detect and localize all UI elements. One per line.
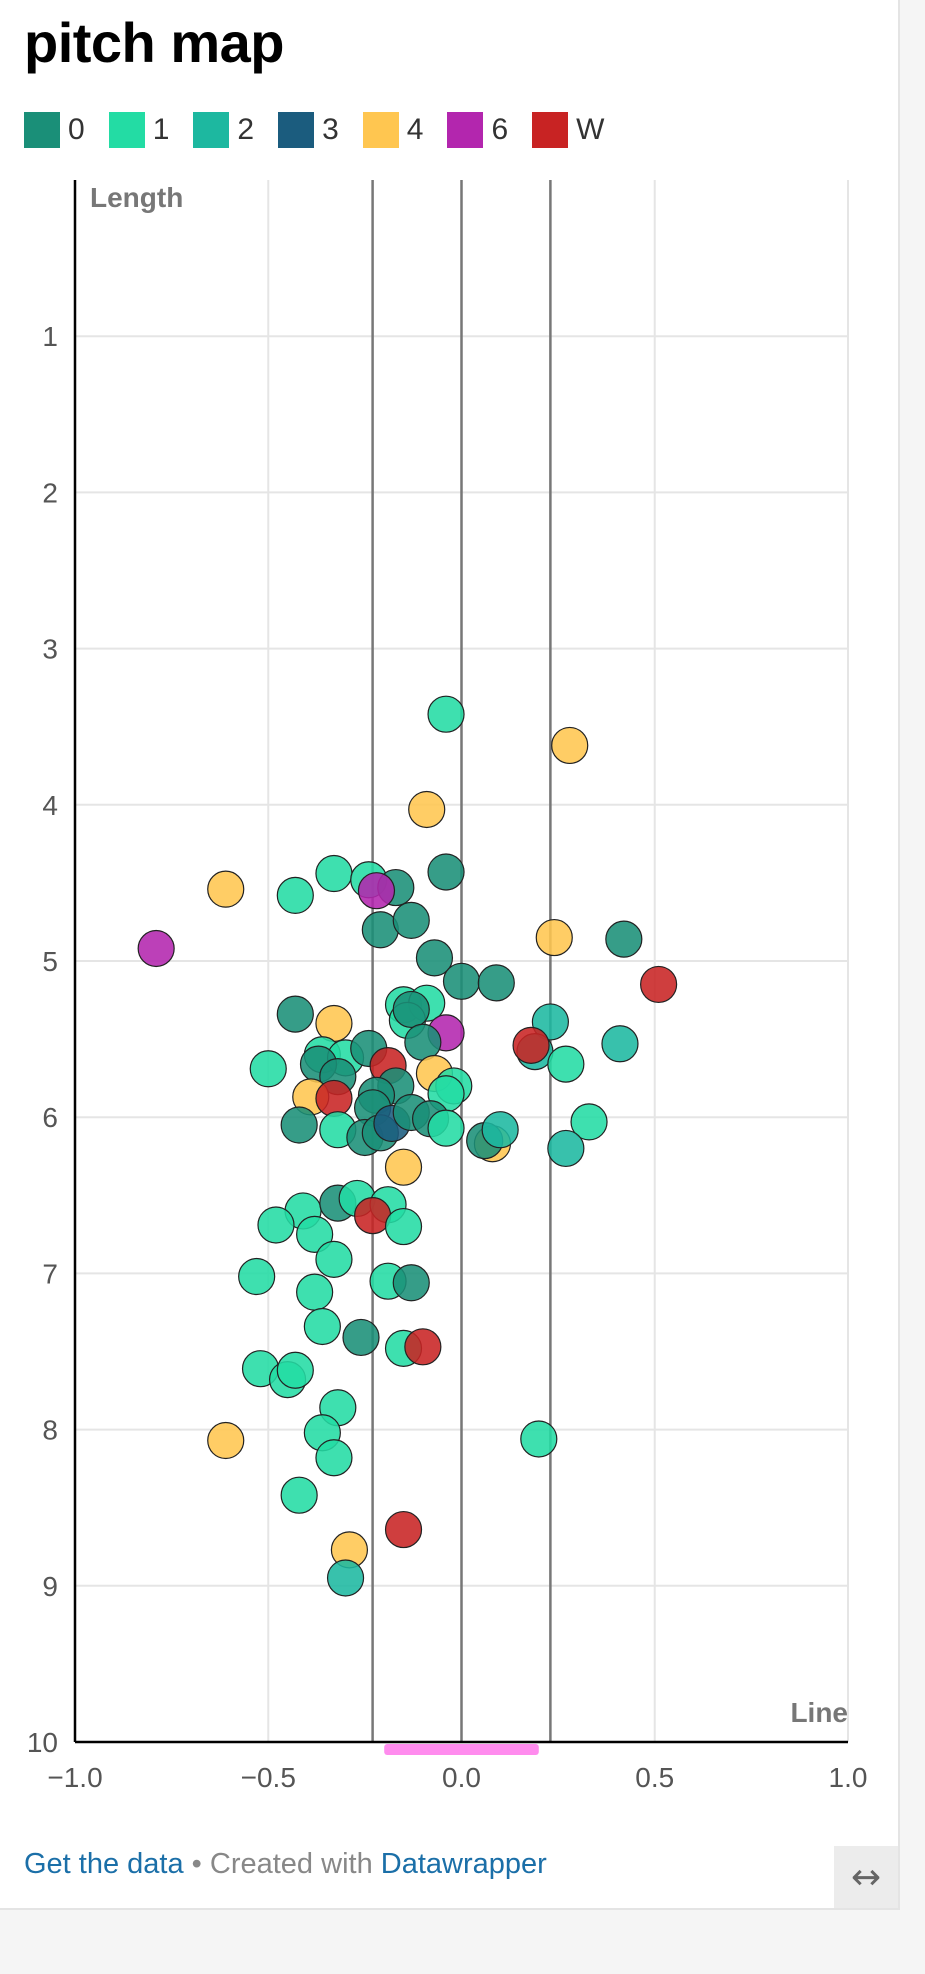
data-point-1: [427, 695, 465, 733]
data-point-1: [315, 1439, 353, 1477]
data-point-6: [357, 872, 396, 910]
legend-item-4: 4: [362, 112, 424, 148]
data-point-0: [392, 901, 430, 939]
y-tick-label: 3: [42, 634, 58, 665]
legend-item-3: 3: [278, 112, 339, 148]
chart-title: pitch map: [24, 11, 284, 74]
data-point-1: [384, 1207, 423, 1246]
data-point-2: [481, 1111, 519, 1149]
datawrapper-link[interactable]: Datawrapper: [380, 1848, 547, 1880]
data-point-W: [315, 1079, 353, 1118]
legend-label: 2: [237, 113, 255, 146]
data-point-W: [384, 1510, 423, 1549]
data-point-0: [392, 1264, 430, 1302]
data-point-W: [640, 965, 678, 1004]
data-point-W: [404, 1328, 442, 1366]
data-point-0: [427, 853, 465, 891]
data-point-1: [315, 1240, 353, 1278]
data-point-4: [408, 790, 446, 829]
data-point-2: [326, 1559, 365, 1597]
legend-swatch: [24, 112, 60, 148]
legend-item-2: 2: [193, 112, 254, 148]
legend-item-1: 1: [108, 112, 170, 148]
legend: 0 1 2 3 4 6 W: [24, 112, 628, 148]
data-point-1: [238, 1257, 276, 1296]
chart-card: pitch map 0 1 2 3 4 6 W 1 2 3 4 5 6 7 8 9 10 −1.0 −0.5 0.0…: [0, 0, 900, 1910]
data-point-4: [551, 726, 589, 765]
data-point-4: [535, 918, 573, 957]
legend-item-W: W: [532, 112, 604, 148]
y-tick-label: 5: [42, 946, 58, 977]
data-point-4: [315, 1004, 353, 1043]
legend-swatch: [278, 112, 315, 148]
legend-swatch: [108, 112, 145, 148]
data-point-1: [315, 854, 353, 893]
data-point-0: [392, 990, 430, 1029]
y-tick-label: 7: [42, 1258, 58, 1289]
legend-swatch: [447, 112, 484, 148]
data-point-0: [605, 920, 643, 958]
legend-swatch: [532, 112, 569, 148]
data-point-0: [280, 1106, 318, 1144]
x-axis-title: Line: [790, 1697, 848, 1728]
data-point-1: [257, 1206, 295, 1244]
legend-label: 3: [322, 113, 339, 146]
legend-item-0: 0: [24, 112, 85, 148]
legend-label: W: [576, 113, 605, 146]
data-point-0: [361, 911, 399, 949]
get-data-link[interactable]: Get the data: [24, 1848, 184, 1880]
legend-label: 1: [152, 113, 170, 146]
data-point-W: [512, 1026, 550, 1064]
y-tick-label: 9: [42, 1571, 58, 1602]
y-tick-label: 6: [42, 1102, 58, 1133]
data-point-1: [276, 1351, 314, 1389]
legend-swatch: [193, 112, 230, 148]
data-point-2: [547, 1129, 585, 1168]
data-point-1: [296, 1273, 334, 1311]
x-tick-label: −0.5: [241, 1762, 296, 1793]
y-axis-title: Length: [90, 182, 183, 213]
data-point-1: [520, 1420, 558, 1458]
data-point-1: [570, 1103, 608, 1141]
footer: Get the data • Created with Datawrapper: [24, 1848, 547, 1881]
data-point-4: [207, 1421, 245, 1460]
y-tick-label: 1: [42, 321, 58, 352]
data-point-4: [207, 870, 245, 908]
data-point-1: [296, 1215, 334, 1253]
data-point-6: [137, 929, 175, 968]
points-layer: [137, 695, 678, 1597]
data-point-4: [384, 1148, 423, 1186]
y-tick-label: 10: [27, 1727, 58, 1758]
data-point-1: [249, 1050, 287, 1088]
y-tick-label: 2: [42, 477, 58, 508]
legend-item-6: 6: [447, 112, 508, 148]
data-point-1: [547, 1045, 585, 1083]
x-tick-label: 0.5: [635, 1762, 674, 1793]
y-tick-label: 8: [42, 1415, 58, 1446]
data-point-1: [280, 1476, 318, 1514]
y-tick-label: 4: [42, 790, 58, 821]
x-tick-label: −1.0: [47, 1762, 102, 1793]
data-point-1: [427, 1109, 465, 1147]
data-point-0: [442, 962, 481, 1000]
x-tick-label: 0.0: [442, 1762, 481, 1793]
data-point-0: [342, 1318, 380, 1357]
pitch-map-plot: 1 2 3 4 5 6 7 8 9 10 −1.0 −0.5 0.0 0.5 1.0 Length Line: [27, 180, 868, 1793]
legend-swatch: [362, 112, 399, 148]
data-point-2: [601, 1025, 639, 1063]
data-point-0: [404, 1023, 442, 1061]
crease-marker: [384, 1744, 539, 1755]
data-point-1: [276, 876, 314, 914]
legend-label: 4: [406, 113, 424, 146]
footer-credit-text: • Created with: [183, 1848, 381, 1880]
data-point-0: [276, 995, 314, 1033]
data-point-0: [477, 964, 515, 1002]
data-point-1: [303, 1307, 341, 1346]
data-point-0: [415, 939, 454, 977]
legend-label: 0: [68, 113, 85, 146]
expand-icon[interactable]: ↔: [834, 1846, 898, 1908]
x-tick-label: 1.0: [829, 1762, 868, 1793]
legend-label: 6: [491, 113, 509, 146]
